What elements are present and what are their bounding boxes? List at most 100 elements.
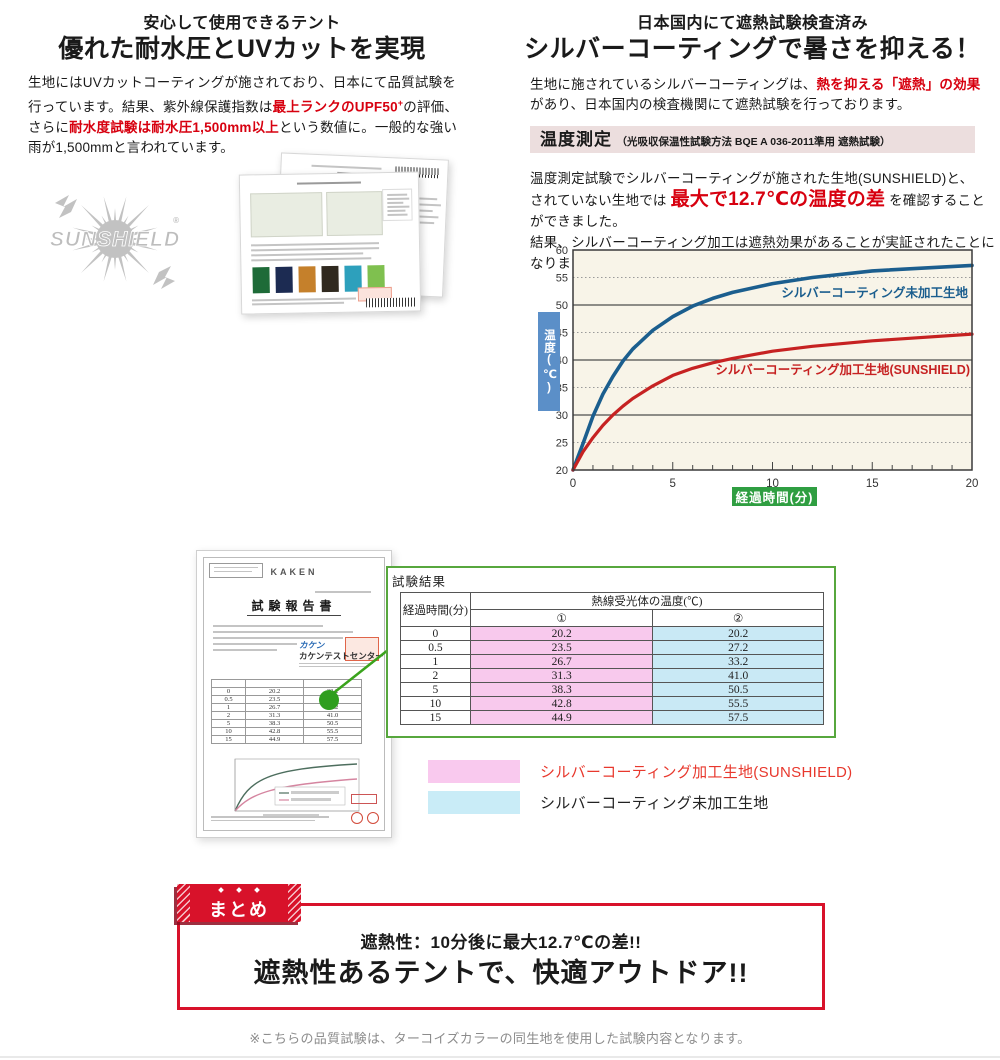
x-tick-label: 0 <box>570 478 576 490</box>
logo-registered-mark: ® <box>173 216 180 225</box>
barcode <box>365 297 417 308</box>
results-row: 15 44.9 57.5 <box>400 710 824 725</box>
mini-cell: 0 <box>211 687 246 696</box>
fabric-color-swatch <box>275 266 293 293</box>
results-table: 経過時間(分) 熱線受光体の温度(℃) ① ② 0 20.2 20.2 0.5 23.5… <box>400 592 825 725</box>
right-title: シルバーコーティングで暑さを抑える！ <box>524 35 981 63</box>
kaken-contact-lines <box>299 661 379 669</box>
results-cell: 33.2 <box>652 654 824 669</box>
left-subtitle: 安心して使用できるテント <box>143 15 341 32</box>
report-title: 試験報告書 <box>247 597 341 616</box>
fabric-color-swatch <box>298 266 316 293</box>
series-curve <box>571 263 974 472</box>
chart-x-axis-label: 経過時間(分) <box>732 487 817 506</box>
legend-row-sunshield: シルバーコーティング加工生地(SUNSHIELD) <box>428 760 852 783</box>
report-number-line <box>315 591 371 593</box>
results-cell: 26.7 <box>469 654 654 669</box>
fabric-sample-panel <box>326 191 383 237</box>
doc-footer-lines <box>251 295 362 307</box>
mini-cell: 38.3 <box>245 719 304 728</box>
results-cell: 15 <box>400 710 471 725</box>
y-tick-label: 25 <box>556 438 568 450</box>
y-tick-label: 30 <box>556 410 568 422</box>
left-para-text-3: という数値に。一般的な強い雨が1,500mmと言われています。 <box>28 119 458 155</box>
results-cell: 57.5 <box>652 710 824 725</box>
results-cell: 44.9 <box>469 710 654 725</box>
results-cell: 2 <box>400 668 471 683</box>
left-para-red-1: 最上ランクのUPF50 <box>272 99 398 115</box>
results-cell: 41.0 <box>652 668 824 683</box>
legend-swatch-blue <box>428 791 520 814</box>
doc-table-lines <box>251 239 383 264</box>
y-tick-label: 60 <box>556 245 568 257</box>
mini-cell: 15 <box>211 735 246 744</box>
mini-cell: 57.5 <box>303 735 362 744</box>
report-mini-table: 0 20.2 20.2 0.5 23.5 27.2 1 26.7 33.2 2 31.3 41.0 5 3… <box>211 679 362 744</box>
left-para-red-sup: + <box>397 98 404 108</box>
results-cell: 0.5 <box>400 640 471 655</box>
mini-cell: 42.8 <box>245 727 304 736</box>
tab-stripe-right <box>288 884 301 922</box>
report-kaken-header: KAKEN <box>270 567 318 577</box>
y-tick-label: 50 <box>556 300 568 312</box>
results-cell: 10 <box>400 696 471 711</box>
report-title-wrap: 試験報告書 <box>197 597 391 616</box>
fabric-color-swatch <box>252 267 270 294</box>
right-para-text-1: 生地に施されているシルバーコーティングは、 <box>530 77 817 92</box>
summary-tab: まとめ <box>177 884 301 922</box>
mini-cell: 10 <box>211 727 246 736</box>
mini-cell: 55.5 <box>303 727 362 736</box>
y-tick-label: 55 <box>556 273 568 285</box>
logo-zigzag-right <box>153 266 175 289</box>
fabric-sample-panel <box>250 192 323 238</box>
results-cell: 0 <box>400 626 471 641</box>
x-tick-label: 20 <box>966 478 979 490</box>
summary-tab-label: まとめ <box>209 900 269 920</box>
results-cell: 5 <box>400 682 471 697</box>
mini-cell: 41.0 <box>303 711 362 720</box>
right-paragraph: 生地に施されているシルバーコーティングは、熱を抑える「遮熱」の効果があり、日本国… <box>530 75 982 115</box>
results-cell: 50.5 <box>652 682 824 697</box>
results-label: 試験結果 <box>392 575 447 589</box>
chart-y-axis-label: 温度(℃) <box>538 312 560 411</box>
results-cell: 31.3 <box>469 668 654 683</box>
measure-para-text-1: 温度測定試験でシルバーコーティングが施された生地(SUNSHIELD)と、 <box>530 171 974 186</box>
mini-cell: 26.7 <box>245 703 304 712</box>
legend-label-uncoated: シルバーコーティング未加工生地 <box>540 795 769 812</box>
mini-cell: 0.5 <box>211 695 246 704</box>
mini-cell: 2 <box>211 711 246 720</box>
results-row: 0.5 23.5 27.2 <box>400 640 824 655</box>
series-label-uncoated: シルバーコーティング未加工生地 <box>781 285 968 300</box>
results-cell: 1 <box>400 654 471 669</box>
legend-label-sunshield: シルバーコーティング加工生地(SUNSHIELD) <box>540 764 853 781</box>
results-cell: 20.2 <box>652 626 824 641</box>
tab-stripe-left <box>177 884 190 922</box>
results-row: 5 38.3 50.5 <box>400 682 824 697</box>
measure-method: （光吸収保温性試験方法 BQE A 036-2011準用 遮熱試験） <box>616 136 891 148</box>
y-tick-label: 20 <box>556 465 568 477</box>
left-paragraph: 生地にはUVカットコーティングが施されており、日本にて品質試験を行っています。結… <box>28 73 460 158</box>
left-para-text-2: の評価、さらに <box>28 99 459 135</box>
measure-para-text-3: を確認することができました。 <box>530 193 986 229</box>
mini-cell <box>245 679 304 688</box>
test-results-box: 試験結果 経過時間(分) 熱線受光体の温度(℃) ① ② 0 20.2 20.2 0.… <box>386 566 836 738</box>
bottom-divider <box>0 1056 1000 1058</box>
x-tick-label: 15 <box>866 478 879 490</box>
results-col-group: 熱線受光体の温度(℃) <box>469 592 825 610</box>
results-row: 10 42.8 55.5 <box>400 696 824 711</box>
measure-title: 温度測定 <box>540 130 612 149</box>
legend-row-uncoated: シルバーコーティング未加工生地 <box>428 791 769 814</box>
left-para-red-2: 耐水度試験は耐水圧1,500mm以上 <box>69 119 279 135</box>
sunshield-logo: SUNSHIELD ® <box>49 195 180 289</box>
logo-text: SUNSHIELD <box>50 228 180 251</box>
results-row: 2 31.3 41.0 <box>400 668 824 683</box>
chart-border <box>572 249 973 471</box>
mini-cell: 5 <box>211 719 246 728</box>
results-cell: 23.5 <box>469 640 654 655</box>
mini-cell: 23.5 <box>245 695 304 704</box>
series-curve <box>571 332 974 472</box>
summary-line-1: 遮熱性：10分後に最大12.7℃の差!! <box>360 933 642 952</box>
measure-para-text-2: されていない生地では <box>530 193 667 208</box>
